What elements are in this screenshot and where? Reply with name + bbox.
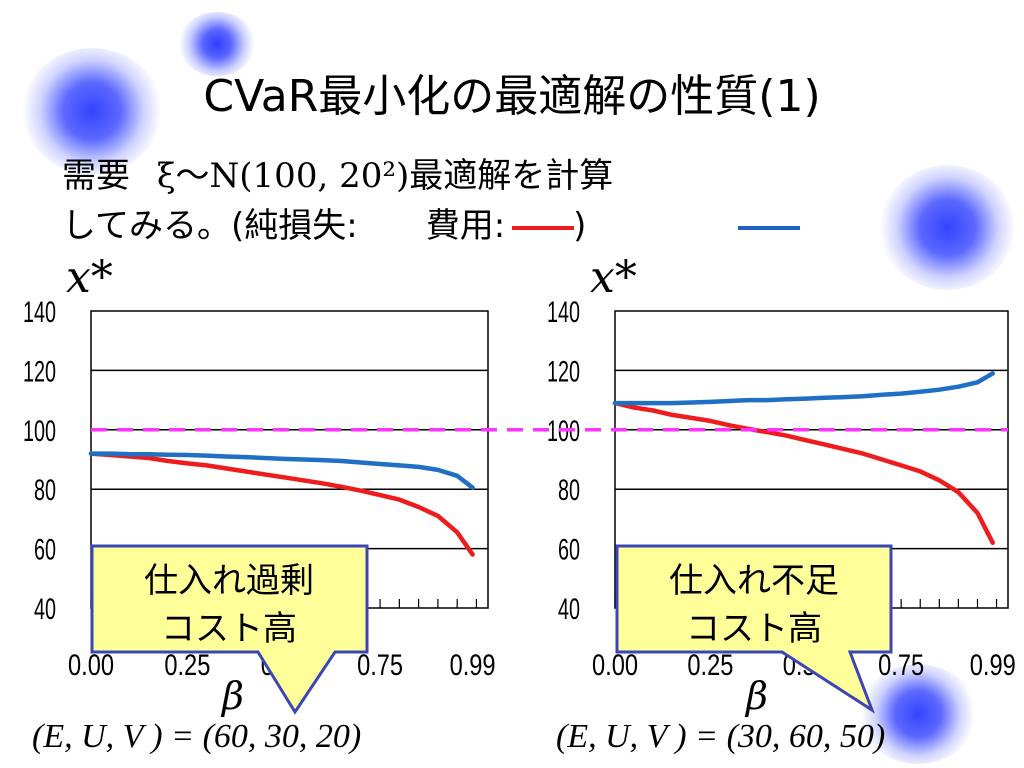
chart2-xtick-label: 0.00 — [592, 649, 638, 682]
chart2-ylabel: x* — [590, 252, 637, 303]
chart1-series-net-loss — [88, 451, 475, 557]
chart1-ytick-label: 140 — [23, 296, 56, 329]
intro-prefix: 需要 — [62, 156, 130, 196]
chart2-xtick-label: 0.99 — [970, 649, 1016, 682]
chart1-callout: 仕入れ過剰 コスト高 — [90, 544, 369, 715]
chart1-xtick-label: 0.25 — [164, 649, 210, 682]
chart2-xtick-label: 0.25 — [687, 649, 733, 682]
chart1-callout-line2: コスト高 — [161, 609, 297, 649]
chart2-ytick-label: 120 — [547, 355, 580, 388]
slide-title: CVaR最小化の最適解の性質(1) — [203, 71, 821, 122]
chart1-ytick-label: 120 — [23, 355, 56, 388]
chart1-xtick-label: 0.75 — [357, 649, 403, 682]
chart2-xtick-label: 0.75 — [878, 649, 924, 682]
chart1-ytick-label: 60 — [34, 534, 56, 567]
demand-distribution: ξ～N(100, 20²) — [156, 156, 410, 196]
intro-line-2: してみる。(純損失: 費用: ) — [62, 206, 587, 246]
chart2-ytick-label: 80 — [558, 474, 580, 507]
chart2-xlabel: β — [746, 674, 768, 718]
chart1-xlabel: β — [222, 674, 244, 718]
intro-suffix: 最適解を計算 — [409, 156, 614, 196]
chart1-xtick-label: 0.00 — [68, 649, 114, 682]
intro-line-1: 需要 ξ～N(100, 20²)最適解を計算 — [62, 148, 613, 197]
chart1-callout-shape — [90, 544, 369, 715]
chart1-xtick-label: 0.99 — [450, 649, 496, 682]
chart2-callout-line1: 仕入れ不足 — [669, 561, 839, 601]
chart1-callout-line1: 仕入れ過剰 — [144, 561, 314, 601]
chart2-callout: 仕入れ不足 コスト高 — [615, 544, 893, 714]
chart2-callout-shape — [615, 544, 893, 714]
chart2-ytick-label: 40 — [558, 593, 580, 626]
chart2-ytick-label: 60 — [558, 534, 580, 567]
net-loss-legend-line — [512, 226, 574, 230]
chart1-series-cost — [88, 451, 475, 490]
chart2-parameters: (E, U, V ) = (30, 60, 50) — [556, 718, 886, 755]
cost-legend-line — [738, 226, 800, 230]
chart1-parameters: (E, U, V ) = (60, 30, 20) — [32, 718, 362, 755]
chart2-series-net-loss — [612, 400, 995, 545]
chart1-ytick-label: 40 — [34, 593, 56, 626]
chart2-series-cost — [612, 371, 995, 406]
chart2-callout-line2: コスト高 — [686, 609, 822, 649]
chart1-ytick-label: 100 — [23, 415, 56, 448]
chart1-ytick-label: 80 — [34, 474, 56, 507]
chart2-ytick-label: 140 — [547, 296, 580, 329]
chart1-ylabel: x* — [66, 252, 113, 303]
